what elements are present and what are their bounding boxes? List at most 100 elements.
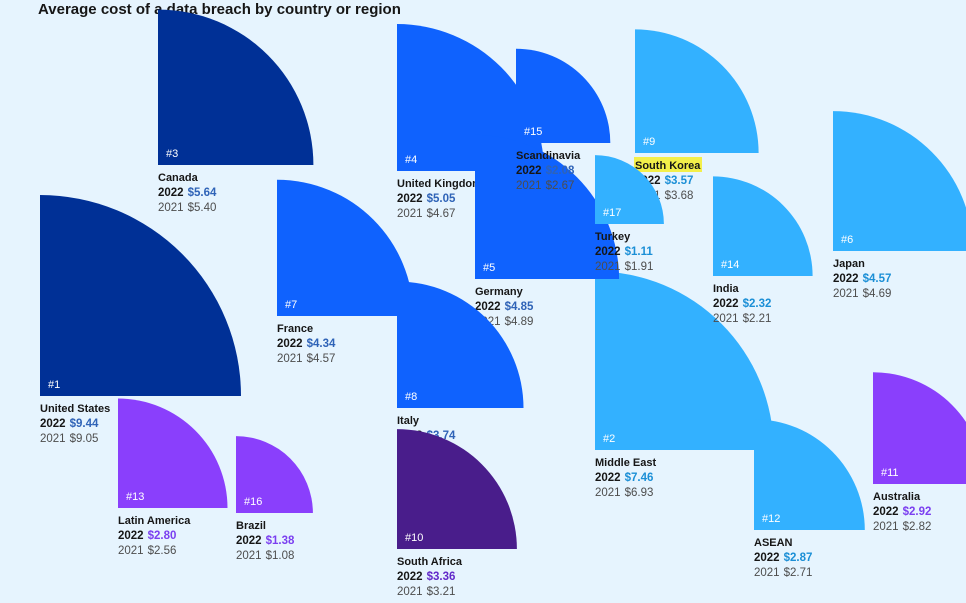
year-2022-label: 2022 bbox=[754, 552, 780, 564]
value-2022-line: 2022 $4.85 bbox=[475, 301, 534, 313]
year-2021-label: 2021 bbox=[158, 202, 184, 214]
country-label: Scandinavia bbox=[516, 150, 581, 162]
value-2022: $2.87 bbox=[784, 552, 813, 564]
year-2022-label: 2022 bbox=[873, 506, 899, 518]
country-label: Italy bbox=[397, 415, 420, 427]
rank-label: #12 bbox=[762, 513, 780, 525]
value-2022: $4.34 bbox=[307, 338, 336, 350]
quarter-circle-germany bbox=[475, 134, 620, 279]
rank-label: #9 bbox=[643, 136, 655, 148]
year-2022-label: 2022 bbox=[713, 298, 739, 310]
value-2022-line: 2022 $4.57 bbox=[833, 273, 891, 285]
quarter-circle-middle-east bbox=[595, 271, 774, 450]
value-2022-line: 2022 $9.44 bbox=[40, 418, 99, 430]
value-2021: $2.82 bbox=[903, 521, 932, 533]
year-2021-label: 2021 bbox=[277, 353, 303, 365]
quarter-circle-united-kingdom bbox=[397, 24, 544, 171]
value-2022: $2.32 bbox=[743, 298, 772, 310]
rank-label: #10 bbox=[405, 532, 423, 544]
value-2022-line: 2022 $2.32 bbox=[713, 298, 771, 310]
year-2022-label: 2022 bbox=[236, 535, 262, 547]
region-united-states: #1 United States 2022 $9.44 2021 $9.05 bbox=[40, 195, 241, 445]
quarter-circle-india bbox=[713, 176, 813, 276]
year-2022-label: 2022 bbox=[397, 193, 423, 205]
value-2021: $2.56 bbox=[148, 545, 177, 557]
region-middle-east: #2 Middle East 2022 $7.46 2021 $6.93 bbox=[595, 271, 774, 499]
value-2021-line: 2021 $4.67 bbox=[397, 208, 455, 220]
region-turkey: #17 Turkey 2022 $1.11 2021 $1.91 bbox=[595, 155, 664, 273]
year-2022-label: 2022 bbox=[595, 472, 621, 484]
country-label: Brazil bbox=[236, 520, 266, 532]
region-japan: #6 Japan 2022 $4.57 2021 $4.69 bbox=[833, 111, 966, 300]
quarter-circle-united-states bbox=[40, 195, 241, 396]
year-2021-label: 2021 bbox=[516, 180, 542, 192]
year-2021-label: 2021 bbox=[713, 313, 739, 325]
value-2022: $2.80 bbox=[148, 530, 177, 542]
value-2022: $3.57 bbox=[665, 175, 694, 187]
value-2021-line: 2021 $5.40 bbox=[158, 202, 216, 214]
rank-label: #16 bbox=[244, 496, 262, 508]
country-label: Australia bbox=[873, 491, 921, 503]
value-2022-line: 2022 $5.64 bbox=[158, 187, 217, 199]
value-2021: $5.40 bbox=[188, 202, 217, 214]
value-2021: $2.71 bbox=[784, 567, 813, 579]
value-2022: $3.36 bbox=[427, 571, 456, 583]
value-2021-line: 2021 $1.91 bbox=[595, 261, 653, 273]
year-2022-label: 2022 bbox=[397, 571, 423, 583]
country-label: Japan bbox=[833, 258, 865, 270]
region-india: #14 India 2022 $2.32 2021 $2.21 bbox=[713, 176, 813, 325]
year-2021-label: 2021 bbox=[833, 288, 859, 300]
year-2022-label: 2022 bbox=[475, 301, 501, 313]
value-2021: $4.67 bbox=[427, 208, 456, 220]
country-label: United Kingdom bbox=[397, 178, 482, 190]
rank-label: #11 bbox=[881, 467, 899, 479]
rank-label: #2 bbox=[603, 433, 615, 445]
value-2022: $2.08 bbox=[546, 165, 575, 177]
region-australia: #11 Australia 2022 $2.92 2021 $2.82 bbox=[873, 372, 966, 533]
region-brazil: #16 Brazil 2022 $1.38 2021 $1.08 bbox=[236, 436, 313, 562]
value-2021-line: 2021 $2.21 bbox=[713, 313, 771, 325]
value-2021: $4.57 bbox=[307, 353, 336, 365]
quarter-circle-south-korea bbox=[635, 29, 759, 153]
country-label: South Korea bbox=[635, 160, 701, 172]
country-label: Middle East bbox=[595, 457, 656, 469]
value-2021-line: 2021 $2.82 bbox=[873, 521, 931, 533]
value-2021: $6.93 bbox=[625, 487, 654, 499]
region-canada: #3 Canada 2022 $5.64 2021 $5.40 bbox=[158, 9, 314, 214]
year-2022-label: 2022 bbox=[158, 187, 184, 199]
chart-title: Average cost of a data breach by country… bbox=[38, 1, 401, 18]
year-2021-label: 2021 bbox=[118, 545, 144, 557]
rank-label: #13 bbox=[126, 491, 144, 503]
country-label: South Africa bbox=[397, 556, 463, 568]
value-2021: $3.21 bbox=[427, 586, 456, 598]
rank-label: #1 bbox=[48, 379, 60, 391]
value-2022: $9.44 bbox=[70, 418, 99, 430]
year-2022-label: 2022 bbox=[118, 530, 144, 542]
quarter-circle-australia bbox=[873, 372, 966, 484]
rank-label: #3 bbox=[166, 148, 178, 160]
value-2022-line: 2022 $7.46 bbox=[595, 472, 653, 484]
region-united-kingdom: #4 United Kingdom 2022 $5.05 2021 $4.67 bbox=[397, 24, 544, 220]
value-2022-line: 2022 $2.80 bbox=[118, 530, 176, 542]
year-2022-label: 2022 bbox=[277, 338, 303, 350]
value-2022: $1.11 bbox=[625, 246, 654, 258]
year-2022-label: 2022 bbox=[516, 165, 542, 177]
value-2022: $7.46 bbox=[625, 472, 654, 484]
year-2022-label: 2022 bbox=[40, 418, 66, 430]
rank-label: #7 bbox=[285, 299, 297, 311]
value-2022: $5.64 bbox=[188, 187, 217, 199]
quarter-circle-turkey bbox=[595, 155, 664, 224]
region-scandinavia: #15 Scandinavia 2022 $2.08 2021 $2.67 bbox=[516, 48, 611, 192]
quarter-circle-france bbox=[277, 179, 414, 316]
value-2021-line: 2021 $4.69 bbox=[833, 288, 891, 300]
year-2021-label: 2021 bbox=[873, 521, 899, 533]
value-2022-line: 2022 $1.11 bbox=[595, 246, 653, 258]
country-label: Canada bbox=[158, 172, 199, 184]
year-2021-label: 2021 bbox=[595, 261, 621, 273]
year-2021-label: 2021 bbox=[397, 208, 423, 220]
rank-label: #5 bbox=[483, 262, 495, 274]
quarter-circle-asean bbox=[754, 419, 865, 530]
year-2022-label: 2022 bbox=[833, 273, 859, 285]
value-2021: $1.08 bbox=[266, 550, 295, 562]
